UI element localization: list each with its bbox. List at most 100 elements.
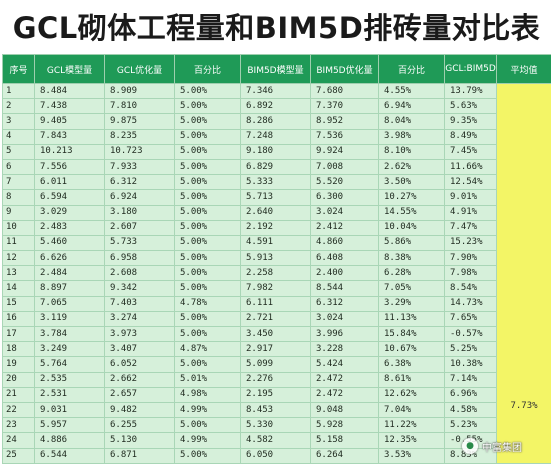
cell-gcl-bim5d: 6.96% [444, 386, 497, 403]
cell-gcl-bim5d: 5.23% [444, 417, 497, 434]
cell-bim5d-model: 5.330 [240, 417, 311, 434]
cell-gcl-bim5d: 13.79% [444, 82, 497, 100]
cell-gcl-optimized: 7.933 [104, 158, 175, 176]
cell-gcl-model: 5.460 [34, 234, 105, 252]
cell-index: 15 [2, 295, 35, 312]
cell-index: 4 [2, 128, 35, 145]
cell-index: 17 [2, 325, 35, 343]
cell-bim5d-model: 2.276 [240, 371, 311, 388]
average-value: 7.73% [496, 83, 551, 464]
cell-bim5d-percent: 15.84% [378, 325, 445, 343]
cell-gcl-bim5d: 4.91% [444, 204, 497, 221]
cell-bim5d-optimized: 9.048 [310, 401, 379, 419]
table-row: 4 7.843 8.235 5.00% 7.248 7.536 3.98% 8.49% [2, 128, 552, 145]
table-row: 17 3.784 3.973 5.00% 3.450 3.996 15.84% -0.57% [2, 325, 552, 343]
cell-index: 12 [2, 250, 35, 267]
cell-gcl-model: 6.594 [34, 189, 105, 206]
cell-bim5d-optimized: 2.412 [310, 219, 379, 236]
cell-gcl-bim5d: 5.25% [444, 341, 497, 358]
cell-bim5d-percent: 7.04% [378, 401, 445, 419]
cell-bim5d-percent: 10.04% [378, 219, 445, 236]
cell-bim5d-model: 5.333 [240, 174, 311, 191]
cell-bim5d-optimized: 7.008 [310, 158, 379, 176]
cell-bim5d-percent: 3.50% [378, 174, 445, 191]
cell-bim5d-percent: 3.98% [378, 128, 445, 145]
header-gcl-optimized: GCL优化量 [104, 54, 175, 84]
cell-gcl-percent: 5.00% [174, 174, 241, 191]
header-gcl-percent: 百分比 [174, 54, 241, 84]
table-row: 5 10.213 10.723 5.00% 9.180 9.924 8.10% 7.45% [2, 143, 552, 160]
cell-index: 20 [2, 371, 35, 388]
cell-bim5d-model: 8.453 [240, 401, 311, 419]
cell-bim5d-model: 7.346 [240, 82, 311, 100]
table-row: 14 8.897 9.342 5.00% 7.982 8.544 7.05% 8.54% [2, 280, 552, 297]
table-row: 22 9.031 9.482 4.99% 8.453 9.048 7.04% 4.58% [2, 401, 552, 419]
cell-bim5d-optimized: 3.024 [310, 204, 379, 221]
cell-gcl-model: 4.886 [34, 432, 105, 449]
cell-gcl-model: 8.484 [34, 82, 105, 100]
cell-bim5d-percent: 12.62% [378, 386, 445, 403]
cell-index: 19 [2, 356, 35, 373]
cell-gcl-percent: 5.00% [174, 447, 241, 464]
cell-bim5d-percent: 11.22% [378, 417, 445, 434]
cell-index: 14 [2, 280, 35, 297]
cell-gcl-optimized: 3.973 [104, 325, 175, 343]
table-row: 1 8.484 8.909 5.00% 7.346 7.680 4.55% 13.79% 7.7… [2, 82, 551, 464]
cell-gcl-bim5d: 7.45% [444, 143, 497, 160]
cell-bim5d-percent: 11.13% [378, 310, 445, 328]
cell-bim5d-percent: 3.53% [378, 447, 445, 464]
cell-gcl-bim5d: 4.58% [444, 401, 497, 419]
cell-gcl-percent: 5.00% [174, 143, 241, 160]
table-row: 6 7.556 7.933 5.00% 6.829 7.008 2.62% 11.66% [2, 158, 552, 176]
cell-index: 21 [2, 386, 35, 403]
cell-gcl-model: 9.031 [34, 401, 105, 419]
cell-gcl-optimized: 6.924 [104, 189, 175, 206]
cell-gcl-percent: 5.00% [174, 325, 241, 343]
cell-gcl-optimized: 3.274 [104, 310, 175, 328]
table-body: 1 8.484 8.909 5.00% 7.346 7.680 4.55% 13.79% 7.7… [2, 82, 552, 464]
header-average: 平均值 [496, 54, 551, 84]
cell-index: 24 [2, 432, 35, 449]
cell-bim5d-model: 6.829 [240, 158, 311, 176]
cell-index: 7 [2, 174, 35, 191]
cell-gcl-bim5d: 15.23% [444, 234, 497, 252]
cell-gcl-model: 2.531 [34, 386, 105, 403]
cell-bim5d-optimized: 3.024 [310, 310, 379, 328]
cell-gcl-percent: 5.00% [174, 204, 241, 221]
cell-bim5d-optimized: 5.928 [310, 417, 379, 434]
table-row: 15 7.065 7.403 4.78% 6.111 6.312 3.29% 14.73% [2, 295, 552, 312]
cell-gcl-optimized: 6.052 [104, 356, 175, 373]
cell-index: 22 [2, 401, 35, 419]
cell-gcl-optimized: 6.871 [104, 447, 175, 464]
cell-gcl-optimized: 6.255 [104, 417, 175, 434]
cell-bim5d-optimized: 7.370 [310, 98, 379, 115]
cell-gcl-percent: 5.00% [174, 82, 241, 100]
cell-index: 10 [2, 219, 35, 236]
cell-bim5d-model: 5.913 [240, 250, 311, 267]
cell-bim5d-model: 2.721 [240, 310, 311, 328]
cell-gcl-bim5d: 10.38% [444, 356, 497, 373]
cell-gcl-bim5d: 8.54% [444, 280, 497, 297]
cell-gcl-bim5d: 12.54% [444, 174, 497, 191]
cell-bim5d-model: 2.640 [240, 204, 311, 221]
cell-bim5d-percent: 14.55% [378, 204, 445, 221]
cell-index: 18 [2, 341, 35, 358]
cell-bim5d-percent: 2.62% [378, 158, 445, 176]
cell-bim5d-percent: 8.10% [378, 143, 445, 160]
cell-gcl-model: 7.556 [34, 158, 105, 176]
cell-gcl-model: 3.119 [34, 310, 105, 328]
table-row: 8 6.594 6.924 5.00% 5.713 6.300 10.27% 9.01% [2, 189, 552, 206]
cell-bim5d-optimized: 7.680 [310, 82, 379, 100]
table-row: 13 2.484 2.608 5.00% 2.258 2.400 6.28% 7.98% [2, 265, 552, 282]
cell-bim5d-optimized: 3.996 [310, 325, 379, 343]
table-row: 11 5.460 5.733 5.00% 4.591 4.860 5.86% 15.23% [2, 234, 552, 252]
cell-bim5d-percent: 3.29% [378, 295, 445, 312]
cell-gcl-optimized: 2.657 [104, 386, 175, 403]
cell-bim5d-optimized: 2.472 [310, 386, 379, 403]
cell-gcl-optimized: 7.403 [104, 295, 175, 312]
cell-gcl-model: 8.897 [34, 280, 105, 297]
cell-bim5d-optimized: 6.408 [310, 250, 379, 267]
cell-bim5d-model: 9.180 [240, 143, 311, 160]
cell-gcl-optimized: 7.810 [104, 98, 175, 115]
cell-gcl-model: 6.544 [34, 447, 105, 464]
